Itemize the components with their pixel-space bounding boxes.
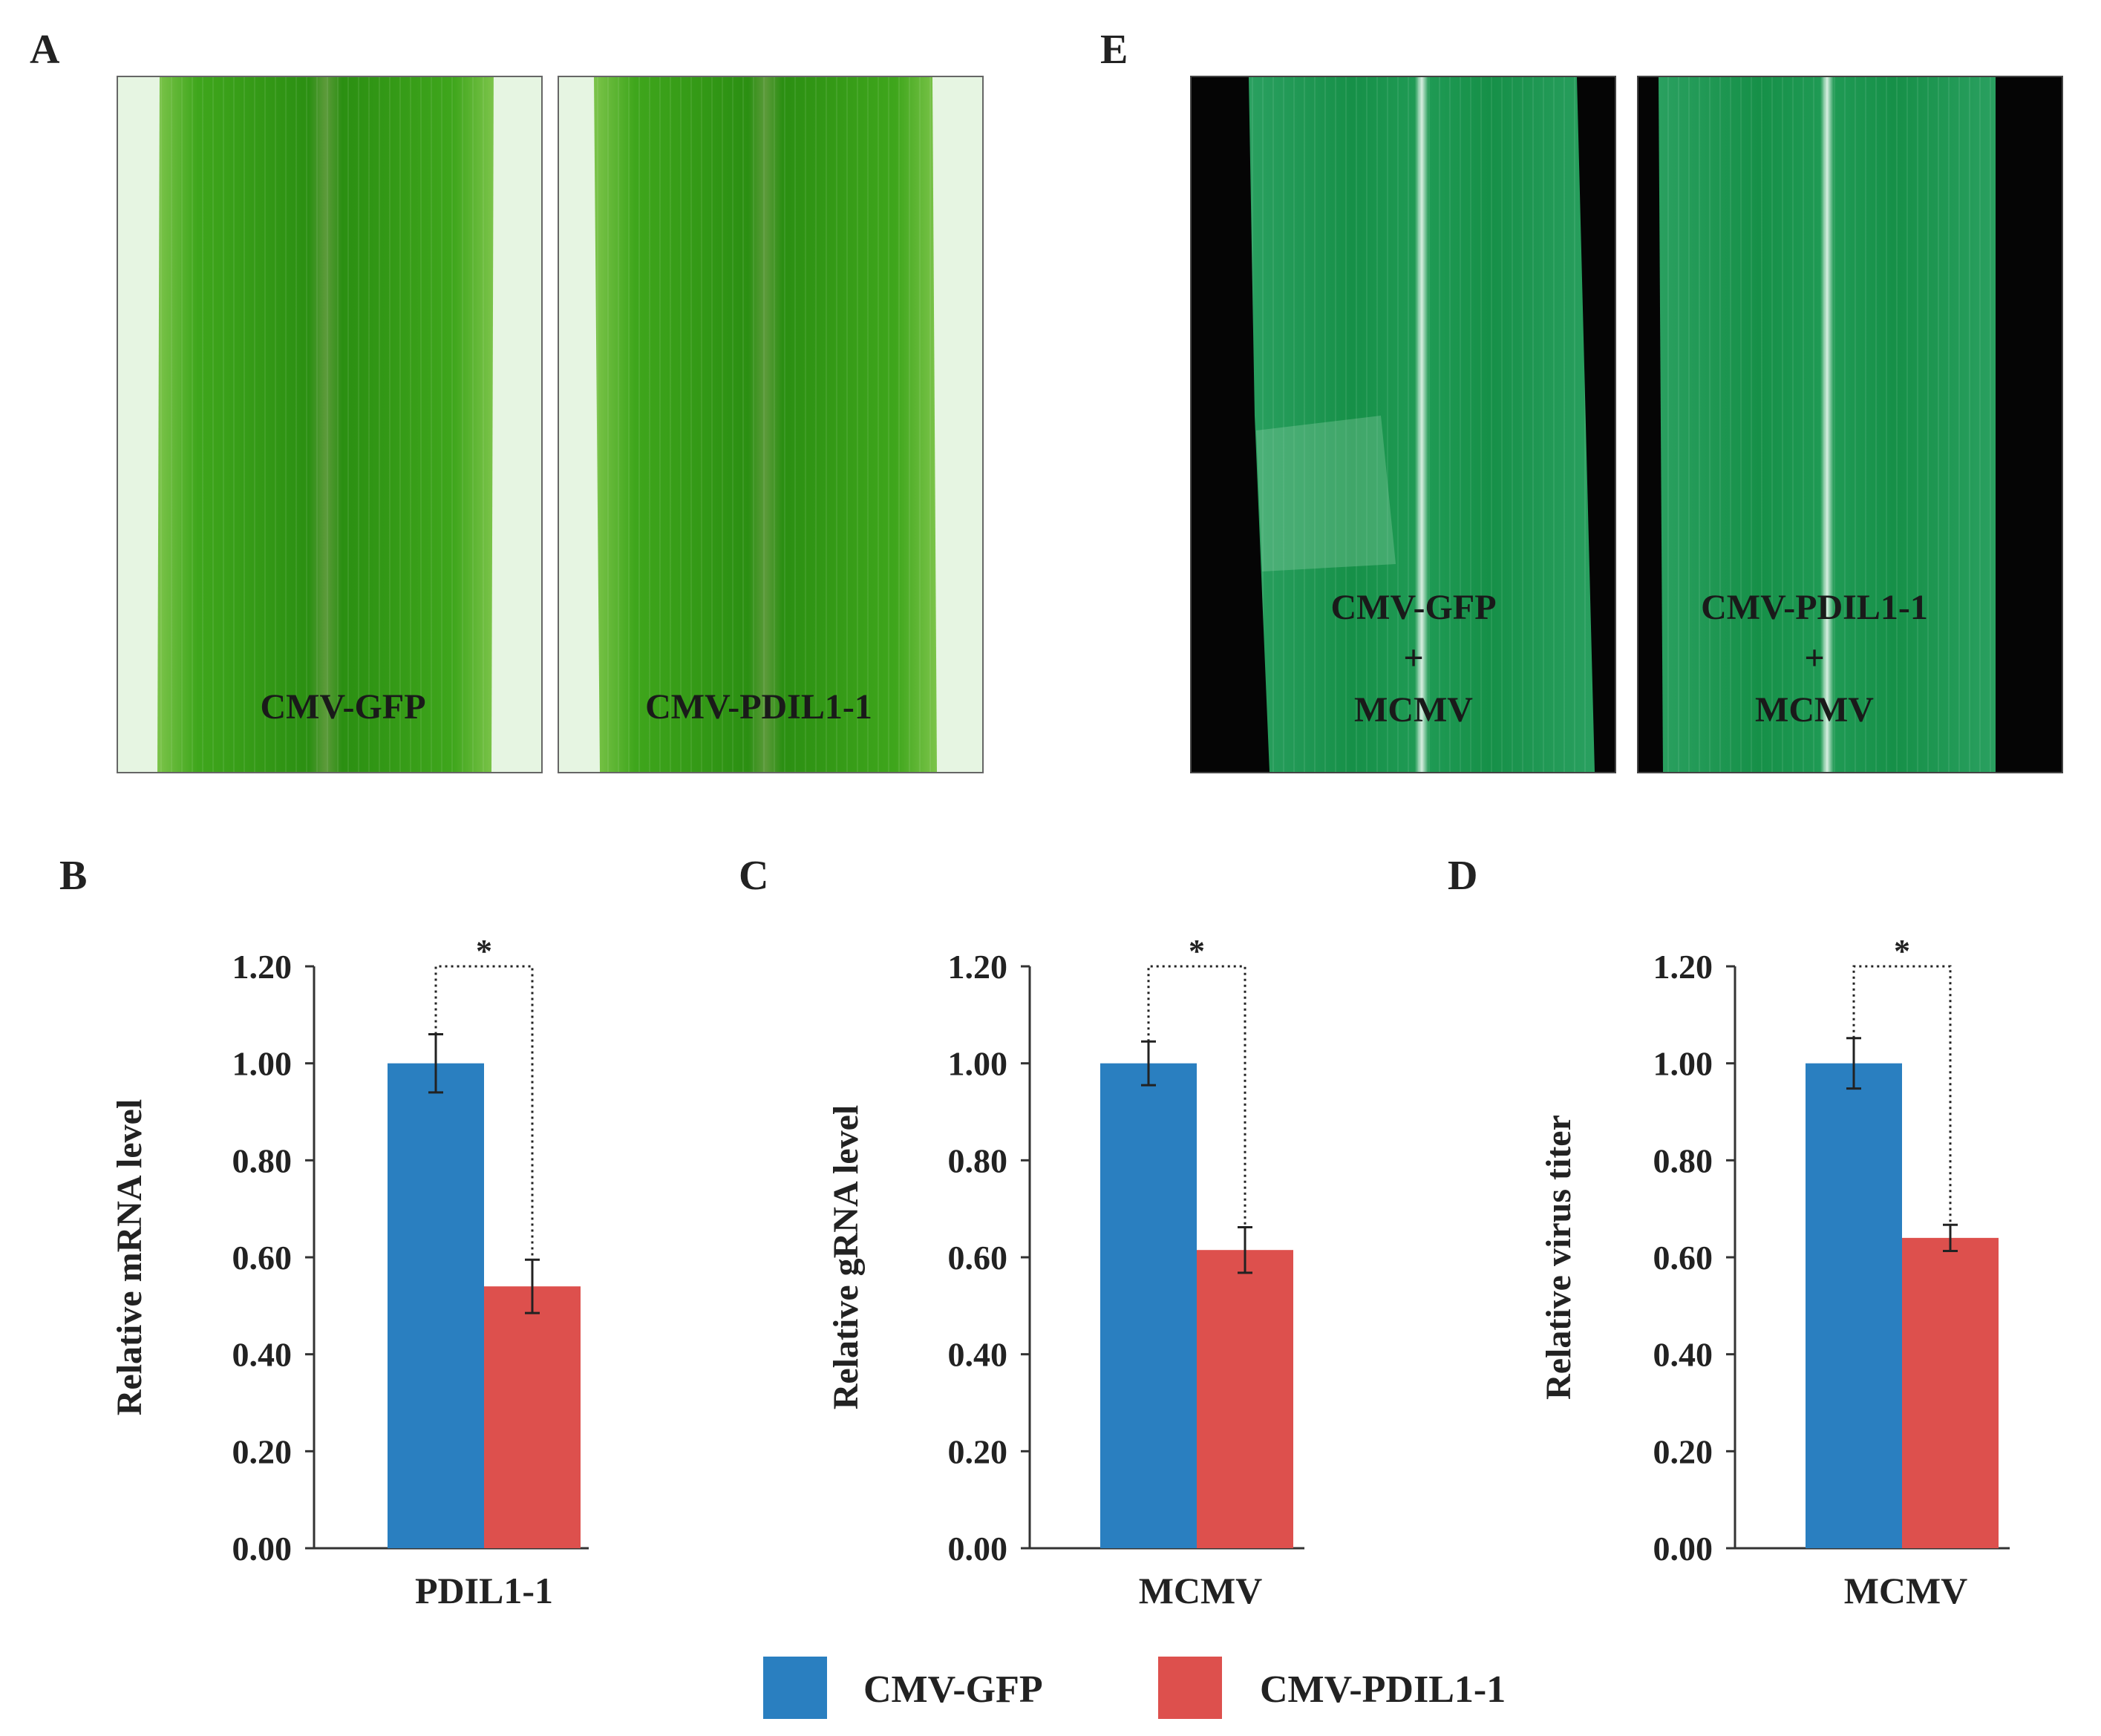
bar-cmv-gfp [1806,1063,1902,1548]
leaf-photo-cmv-gfp: CMV-GFP [117,76,543,773]
photo-label: CMV-GFP [260,687,425,727]
legend-swatch-cmv-gfp [763,1657,827,1719]
y-tick-label: 0.80 [948,1141,1008,1179]
y-tick-label: 0.20 [1653,1432,1713,1470]
legend: CMV-GFP CMV-PDIL1-1 [763,1657,1506,1719]
chart-panel-c: C 0.00 0.20 0.40 0.60 0.80 1.00 1.20 Relative gR… [739,853,1304,1611]
chart-panel-b: B 0.00 0.20 0.40 0.60 0.80 1.00 1.20 Relative mR… [59,853,589,1611]
y-tick-label: 0.00 [1653,1530,1713,1568]
x-category-label: PDIL1-1 [415,1570,553,1611]
panel-label-b: B [59,853,87,899]
bar-cmv-pdil1-1 [1902,1237,1999,1548]
panel-label-d: D [1448,853,1477,899]
y-tick-label: 1.00 [232,1045,293,1083]
leaf-photo-cmv-pdil1-1: CMV-PDIL1-1 [558,76,984,773]
legend-swatch-cmv-pdil1-1 [1158,1657,1222,1719]
y-tick-label: 0.00 [948,1530,1008,1568]
significance-star: * [1189,933,1205,969]
y-tick-label: 1.20 [232,948,293,986]
photo-label-line3: MCMV [1354,690,1473,730]
x-category-label: MCMV [1844,1570,1968,1611]
photo-label-line2: + [1403,638,1423,678]
y-tick-label: 1.20 [1653,948,1713,986]
y-tick-label: 0.20 [948,1432,1008,1470]
leaf-photo-cmv-pdil1-1-mcmv: CMV-PDIL1-1 + MCMV [1637,76,2063,773]
y-tick-label: 0.40 [232,1336,293,1374]
y-tick-label: 0.40 [1653,1336,1713,1374]
photo-label-line1: CMV-PDIL1-1 [1701,588,1928,627]
y-axis-title: Relative gRNA level [826,1105,866,1410]
legend-label-cmv-pdil1-1: CMV-PDIL1-1 [1260,1668,1506,1711]
bar-cmv-gfp [388,1063,484,1548]
significance-star: * [1894,933,1910,969]
y-tick-label: 0.00 [232,1530,293,1568]
panel-label-c: C [739,853,768,899]
panel-label-e: E [1100,27,1128,73]
y-axis-title: Relative virus titer [1539,1115,1578,1400]
photo-label-line2: + [1804,638,1824,678]
y-axis-title: Relative mRNA level [110,1099,149,1416]
y-tick-label: 1.00 [948,1045,1008,1083]
legend-label-cmv-gfp: CMV-GFP [863,1668,1043,1711]
bar-cmv-pdil1-1 [1197,1250,1293,1548]
photo-label-line3: MCMV [1755,690,1874,730]
significance-bracket [1852,965,1952,1225]
bar-cmv-gfp [1100,1063,1197,1548]
y-tick-label: 0.60 [948,1239,1008,1277]
x-category-label: MCMV [1139,1570,1263,1611]
significance-bracket [1147,965,1246,1228]
significance-star: * [476,933,492,969]
y-tick-label: 1.00 [1653,1045,1713,1083]
y-tick-label: 0.40 [948,1336,1008,1374]
y-tick-label: 0.80 [232,1141,293,1179]
y-tick-label: 0.60 [1653,1239,1713,1277]
photo-label: CMV-PDIL1-1 [645,687,872,727]
y-tick-label: 0.80 [1653,1141,1713,1179]
chart-panel-d: D 0.00 0.20 0.40 0.60 0.80 1.00 1.20 Relative vi… [1448,853,2010,1611]
y-tick-label: 1.20 [948,948,1008,986]
panel-label-a: A [30,27,60,73]
y-tick-label: 0.20 [232,1432,293,1470]
photo-label-line1: CMV-GFP [1330,588,1496,627]
leaf-photo-cmv-gfp-mcmv: CMV-GFP + MCMV [1190,76,1616,773]
y-tick-label: 0.60 [232,1239,293,1277]
bar-cmv-pdil1-1 [484,1286,581,1548]
